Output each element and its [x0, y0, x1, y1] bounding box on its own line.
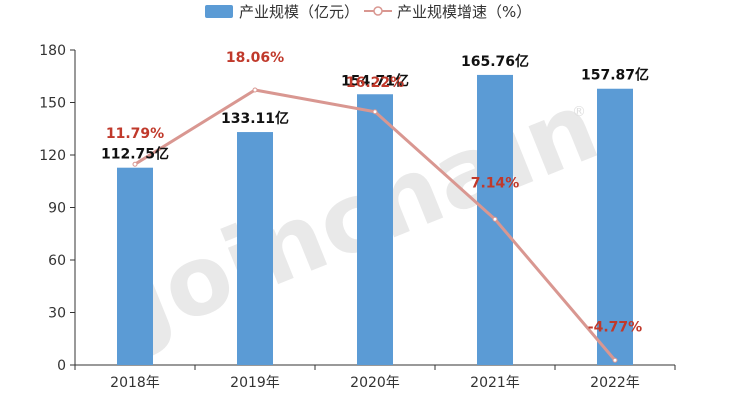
y-tick-label: 60: [48, 253, 66, 269]
growth-value-label: 18.06%: [226, 50, 284, 66]
bars: [117, 74, 633, 366]
growth-point: [492, 216, 498, 222]
bar-value-label: 165.76亿: [461, 53, 529, 70]
data-labels: 112.75亿 133.11亿 154.71亿 165.76亿 157.87亿 11.79…: [101, 50, 649, 335]
growth-point: [612, 357, 618, 363]
x-tick-label: 2022年: [590, 375, 640, 391]
bar-value-label: 133.11亿: [221, 110, 289, 127]
bar: [117, 167, 153, 365]
x-tick-label: 2019年: [230, 375, 280, 391]
bar: [237, 132, 273, 365]
y-tick-label: 90: [48, 201, 66, 217]
y-tick-label: 30: [48, 306, 66, 322]
legend-label-line: 产业规模增速（%）: [397, 3, 531, 21]
growth-value-label: 16.22%: [346, 75, 404, 91]
growth-point: [132, 161, 138, 167]
watermark-registered-mark: ®: [572, 104, 586, 120]
x-tick-label: 2018年: [110, 375, 160, 391]
bar-value-label: 154.71亿: [341, 72, 409, 89]
growth-point: [372, 109, 378, 115]
bar-value-label: 112.75亿: [101, 146, 169, 163]
bar: [597, 88, 633, 365]
growth-value-label: 7.14%: [471, 175, 520, 191]
x-tick-label: 2020年: [350, 375, 400, 391]
bar-value-label: 157.87亿: [581, 67, 649, 84]
y-tick-label: 0: [57, 358, 66, 374]
legend-swatch-bar: [205, 5, 233, 18]
legend-label-bar: 产业规模（亿元）: [239, 3, 359, 21]
growth-point: [252, 87, 258, 93]
bar: [357, 94, 393, 365]
growth-value-label: 11.79%: [106, 126, 164, 142]
y-tick-label: 120: [39, 148, 66, 164]
x-tick-label: 2021年: [470, 375, 520, 391]
y-tick-label: 180: [39, 43, 66, 59]
y-tick-label: 150: [39, 96, 66, 112]
growth-value-label: -4.77%: [588, 319, 642, 335]
legend-swatch-marker: [373, 6, 383, 16]
legend: 产业规模（亿元） 产业规模增速（%）: [205, 3, 531, 21]
growth-line: [132, 87, 618, 363]
